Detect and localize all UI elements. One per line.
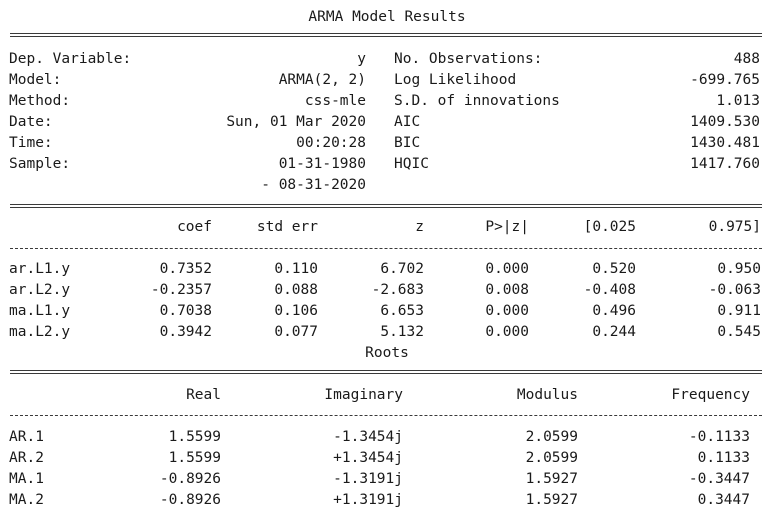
info-value: 1430.481: [690, 135, 760, 151]
info-label: HQIC: [394, 156, 429, 172]
coef-row-name: ma.L1.y: [9, 303, 71, 319]
roots-cell: -1.3191j: [333, 471, 403, 487]
coef-cell: 0.545: [717, 324, 761, 340]
roots-cell: 1.5599: [168, 429, 221, 445]
coef-column-header: [0.025: [583, 219, 636, 235]
coef-column-header: std err: [256, 219, 318, 235]
roots-column-header: Real: [186, 387, 221, 403]
info-value: Sun, 01 Mar 2020: [226, 114, 366, 130]
roots-column-header: Modulus: [516, 387, 578, 403]
coef-cell: -2.683: [371, 282, 424, 298]
coef-cell: -0.2357: [150, 282, 212, 298]
coef-column-header: 0.975]: [708, 219, 761, 235]
roots-cell: 1.5927: [525, 492, 578, 508]
coef-cell: 0.520: [592, 261, 636, 277]
roots-row-name: AR.1: [9, 429, 44, 445]
coef-column-header: coef: [177, 219, 212, 235]
roots-cell: 2.0599: [525, 450, 578, 466]
info-value: 1.013: [716, 93, 760, 109]
roots-cell: 2.0599: [525, 429, 578, 445]
double-rule-coef: [10, 204, 762, 208]
info-value: 488: [733, 51, 760, 67]
coef-cell: 0.000: [485, 303, 529, 319]
coef-cell: 6.702: [380, 261, 424, 277]
coef-cell: 6.653: [380, 303, 424, 319]
coef-cell: 0.000: [485, 261, 529, 277]
coef-cell: 0.088: [274, 282, 318, 298]
coef-cell: -0.063: [708, 282, 761, 298]
roots-title: Roots: [365, 345, 409, 361]
coef-cell: 0.950: [717, 261, 761, 277]
coef-cell: 0.077: [274, 324, 318, 340]
dash-rule-roots: [10, 415, 762, 416]
coef-column-header: P>|z|: [485, 219, 529, 235]
info-label: Date:: [9, 114, 53, 130]
info-label: BIC: [394, 135, 421, 151]
dash-rule-coef: [10, 248, 762, 249]
info-label: No. Observations:: [394, 51, 543, 67]
info-value: y: [357, 51, 366, 67]
roots-cell: 1.5927: [525, 471, 578, 487]
info-value: 01-31-1980: [278, 156, 366, 172]
coef-column-header: z: [415, 219, 424, 235]
coef-cell: 0.911: [717, 303, 761, 319]
coef-cell: 5.132: [380, 324, 424, 340]
roots-row-name: MA.2: [9, 492, 44, 508]
info-value: 1417.760: [690, 156, 760, 172]
info-label: Log Likelihood: [394, 72, 517, 88]
info-label: Method:: [9, 93, 71, 109]
info-value: ARMA(2, 2): [278, 72, 366, 88]
coef-row-name: ar.L1.y: [9, 261, 71, 277]
coef-cell: 0.3942: [159, 324, 212, 340]
info-value: -699.765: [690, 72, 760, 88]
roots-cell: -0.1133: [688, 429, 750, 445]
coef-cell: 0.008: [485, 282, 529, 298]
roots-cell: -0.3447: [688, 471, 750, 487]
roots-cell: -0.8926: [159, 492, 221, 508]
roots-column-header: Imaginary: [324, 387, 403, 403]
roots-cell: -1.3454j: [333, 429, 403, 445]
coef-row-name: ma.L2.y: [9, 324, 71, 340]
coef-row-name: ar.L2.y: [9, 282, 71, 298]
info-label: Dep. Variable:: [9, 51, 132, 67]
coef-cell: 0.496: [592, 303, 636, 319]
coef-cell: 0.106: [274, 303, 318, 319]
info-value: 1409.530: [690, 114, 760, 130]
info-label: S.D. of innovations: [394, 93, 560, 109]
roots-row-name: AR.2: [9, 450, 44, 466]
double-rule-roots: [10, 370, 762, 374]
info-label: Model:: [9, 72, 62, 88]
coef-cell: -0.408: [583, 282, 636, 298]
coef-cell: 0.000: [485, 324, 529, 340]
coef-cell: 0.7038: [159, 303, 212, 319]
roots-column-header: Frequency: [671, 387, 750, 403]
info-label: Time:: [9, 135, 53, 151]
info-label: AIC: [394, 114, 421, 130]
roots-cell: 1.5599: [168, 450, 221, 466]
coef-cell: 0.110: [274, 261, 318, 277]
info-label: Sample:: [9, 156, 71, 172]
coef-cell: 0.244: [592, 324, 636, 340]
sample-end-value: - 08-31-2020: [261, 177, 366, 193]
roots-row-name: MA.1: [9, 471, 44, 487]
roots-cell: 0.3447: [697, 492, 750, 508]
info-value: 00:20:28: [296, 135, 366, 151]
info-value: css-mle: [304, 93, 366, 109]
double-rule-top: [10, 33, 762, 37]
roots-cell: +1.3191j: [333, 492, 403, 508]
roots-cell: 0.1133: [697, 450, 750, 466]
roots-cell: -0.8926: [159, 471, 221, 487]
roots-cell: +1.3454j: [333, 450, 403, 466]
coef-cell: 0.7352: [159, 261, 212, 277]
results-title: ARMA Model Results: [308, 9, 466, 25]
